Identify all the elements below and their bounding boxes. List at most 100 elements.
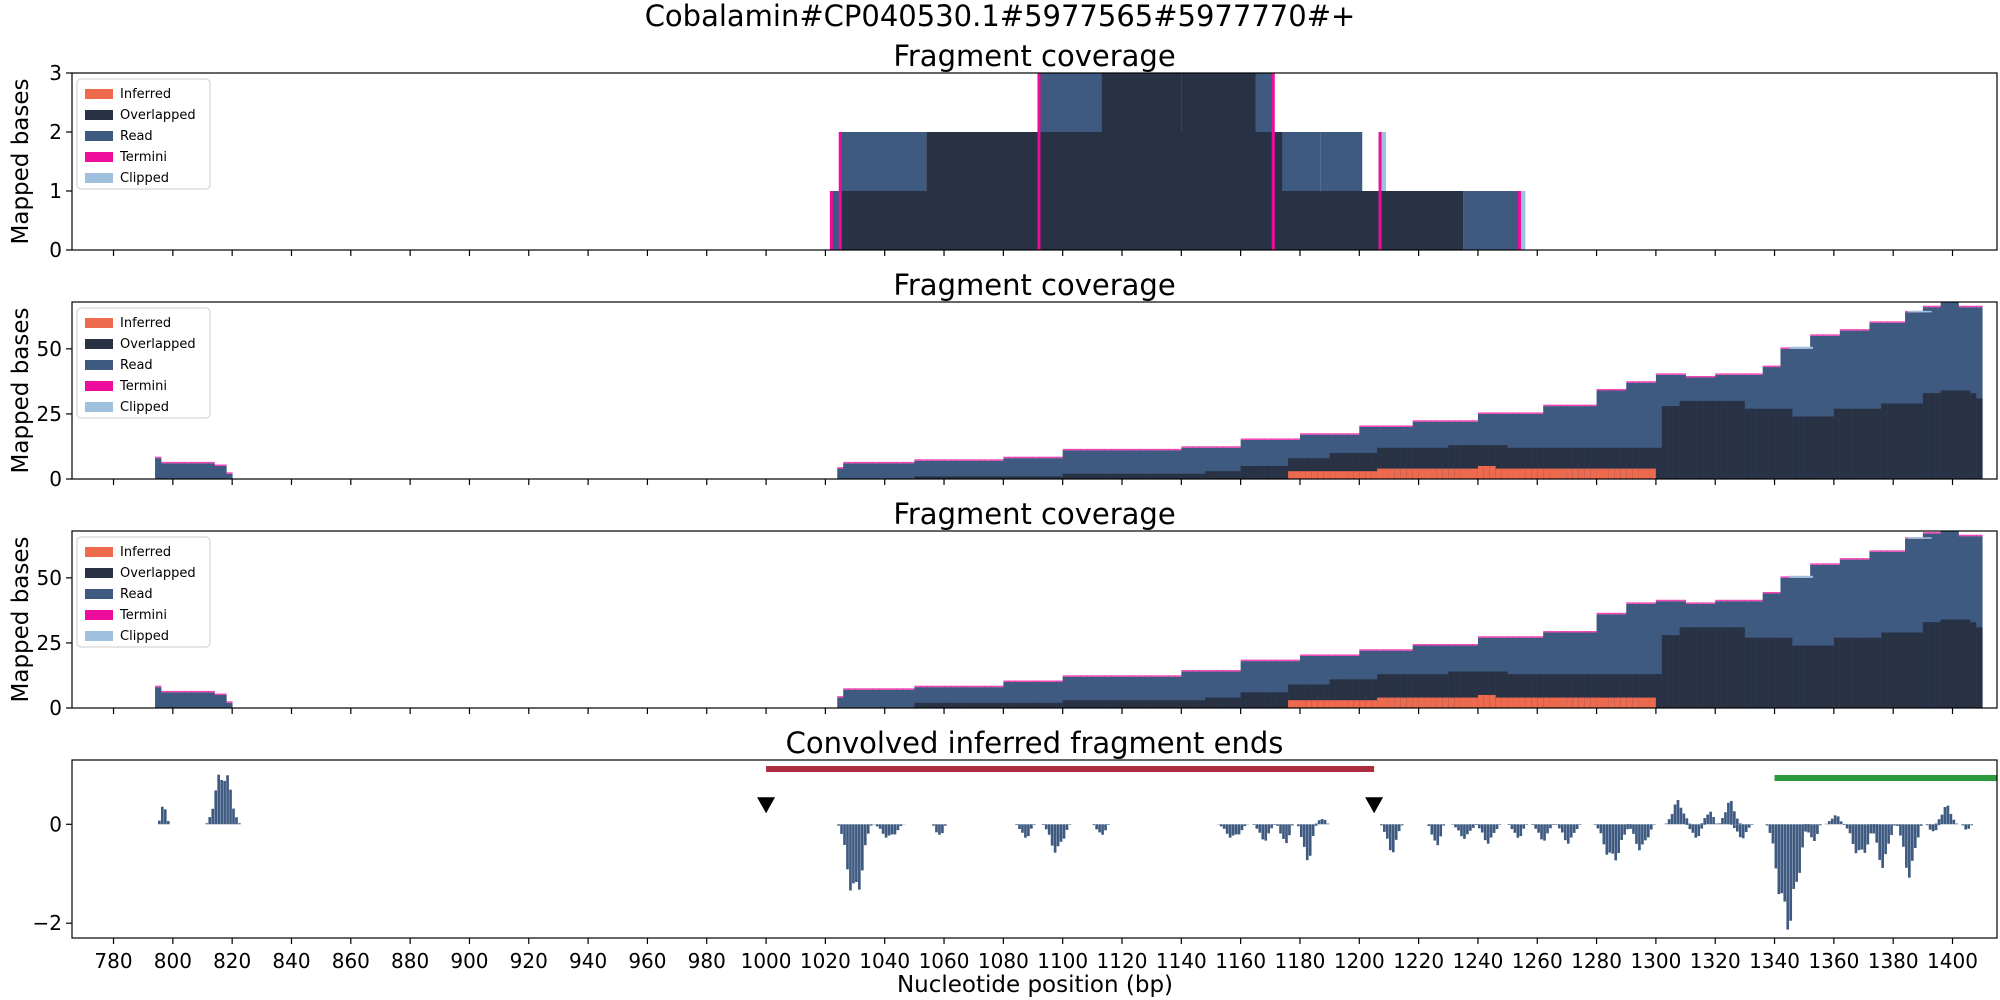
end-bar xyxy=(1830,818,1834,825)
read-block xyxy=(1463,191,1520,250)
read-step xyxy=(1798,577,1805,708)
inferred-step xyxy=(1560,697,1568,708)
end-bar xyxy=(1261,824,1265,840)
end-bar xyxy=(837,824,840,826)
overlapped-step xyxy=(1139,473,1147,479)
overlapped-step xyxy=(1869,637,1876,708)
legend-label: Inferred xyxy=(120,87,171,102)
termini-step xyxy=(1614,389,1621,391)
overlapped-step xyxy=(1626,674,1633,708)
overlapped-step xyxy=(1477,445,1485,479)
axes-frame xyxy=(71,759,1998,939)
termini-step xyxy=(1976,305,1983,308)
termini-step xyxy=(1685,375,1692,378)
read-step xyxy=(1638,382,1645,479)
inferred-step xyxy=(1377,697,1384,708)
overlapped-step xyxy=(1341,679,1348,708)
overlapped-step xyxy=(1329,452,1336,479)
overlapped-step xyxy=(1940,390,1947,479)
overlapped-step xyxy=(1412,447,1420,479)
inferred-step xyxy=(1543,468,1550,479)
termini-step xyxy=(1442,420,1449,422)
overlapped-step xyxy=(1145,473,1153,479)
termini-step xyxy=(1715,599,1722,602)
end-bar xyxy=(1021,824,1024,833)
termini-step xyxy=(1104,448,1111,451)
inferred-step xyxy=(1294,471,1301,479)
termini-step xyxy=(949,459,957,461)
end-bar xyxy=(214,790,218,825)
x-tick-label: 900 xyxy=(450,949,488,973)
overlapped-step xyxy=(1086,473,1093,479)
inferred-step xyxy=(1341,700,1348,708)
x-tick-label: 1280 xyxy=(1571,949,1622,973)
overlapped-step xyxy=(1638,674,1645,708)
read-step xyxy=(1205,671,1212,708)
termini-step xyxy=(967,459,975,461)
inferred-step xyxy=(1649,697,1657,708)
termini-step xyxy=(1448,644,1455,646)
termini-step xyxy=(1021,456,1028,459)
region-bar-green xyxy=(1774,775,1997,781)
read-step xyxy=(1620,614,1627,708)
end-bar xyxy=(1611,824,1615,854)
end-bar xyxy=(1866,824,1870,845)
termini-step xyxy=(1098,448,1105,451)
read-step xyxy=(1252,439,1259,479)
end-bar xyxy=(1899,824,1902,836)
legend-label: Read xyxy=(120,587,153,602)
termini-step xyxy=(1827,334,1835,336)
termini-step xyxy=(1187,446,1194,448)
read-step xyxy=(1934,533,1942,708)
read-step xyxy=(985,687,992,708)
end-bar xyxy=(1700,824,1704,829)
read-step xyxy=(1062,676,1070,708)
read-step xyxy=(979,460,986,479)
termini-step xyxy=(843,688,850,690)
plot-area xyxy=(829,73,1526,250)
termini-step xyxy=(872,461,880,464)
read-step xyxy=(1614,390,1621,479)
end-bar xyxy=(935,824,938,833)
read-step xyxy=(1543,632,1550,708)
termini-step xyxy=(1531,412,1538,414)
end-bar xyxy=(1317,820,1321,825)
termini-step xyxy=(1513,412,1520,414)
termini-step xyxy=(938,459,945,461)
termini-step xyxy=(1038,456,1046,459)
termini-step xyxy=(1744,373,1752,375)
end-bar xyxy=(1733,811,1736,825)
overlapped-step xyxy=(1305,458,1313,479)
read-step xyxy=(1205,447,1212,479)
inferred-step xyxy=(1477,465,1485,479)
termini-step xyxy=(890,461,897,464)
overlapped-step xyxy=(1560,674,1568,708)
overlapped-step xyxy=(1572,447,1580,479)
end-bar xyxy=(220,779,223,825)
read-step xyxy=(1033,681,1040,708)
termini-step xyxy=(1068,675,1075,677)
read-step xyxy=(944,687,951,708)
read-step xyxy=(1584,632,1592,708)
termini-step xyxy=(184,690,192,693)
read-step xyxy=(1792,348,1799,479)
end-bar xyxy=(1878,824,1882,860)
termini-step xyxy=(1584,631,1592,633)
termini-step xyxy=(878,461,886,464)
inferred-step xyxy=(1549,468,1556,479)
termini-step xyxy=(926,459,933,461)
overlapped-step xyxy=(1721,627,1728,708)
read-step xyxy=(1839,330,1847,479)
termini-step xyxy=(1288,438,1295,440)
read-step xyxy=(938,687,945,708)
overlapped-step xyxy=(1003,476,1010,479)
end-bar xyxy=(1104,824,1107,831)
termini-step xyxy=(1181,446,1188,448)
y-tick-label: 3 xyxy=(49,61,62,85)
overlapped-step xyxy=(1264,465,1271,479)
read-step xyxy=(196,463,203,479)
overlapped-step xyxy=(1151,473,1158,479)
termini-step xyxy=(1145,448,1153,451)
end-bar xyxy=(1738,823,1742,825)
